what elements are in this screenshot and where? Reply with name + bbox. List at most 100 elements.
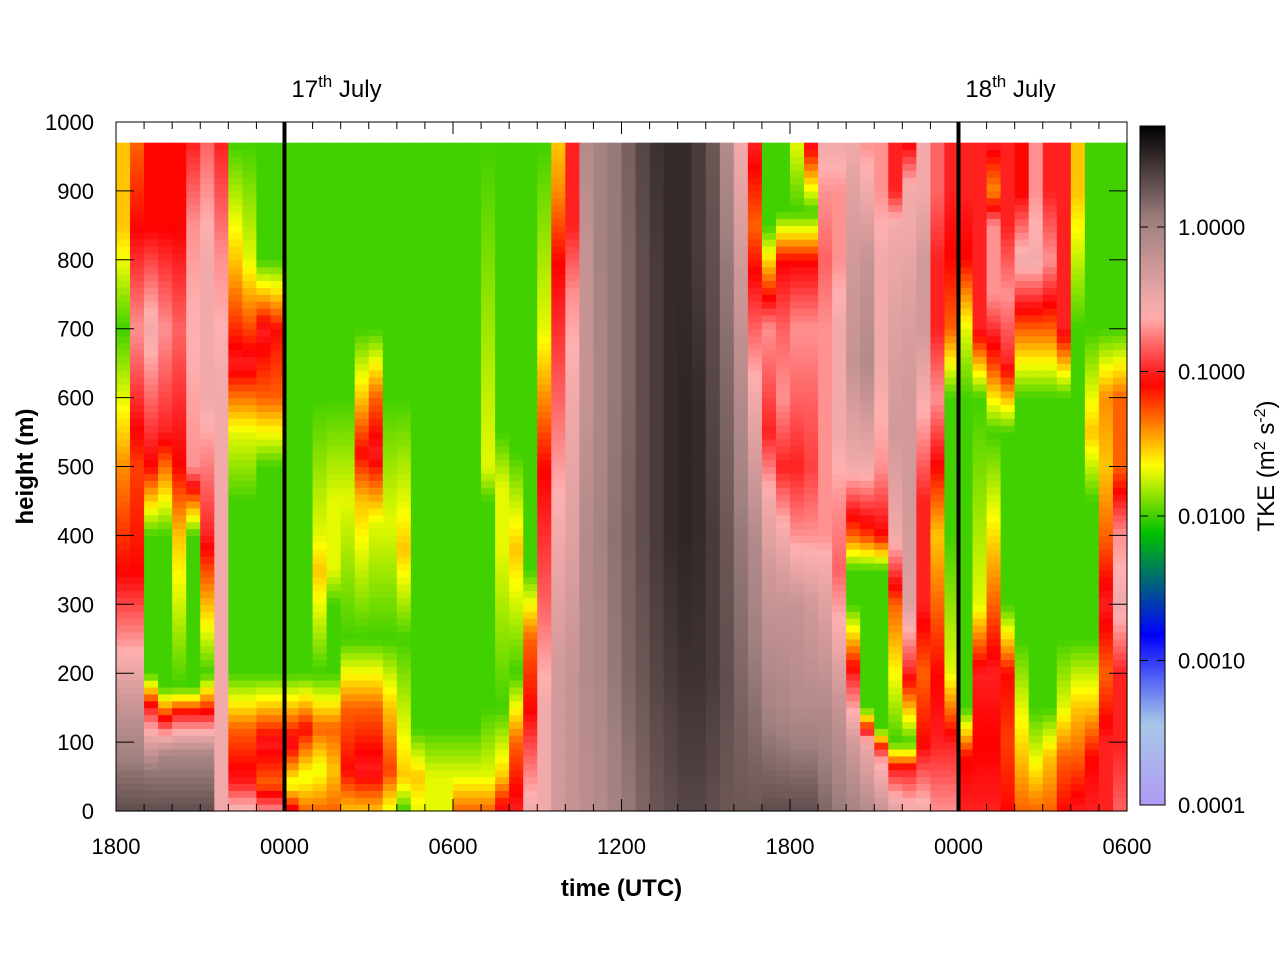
heatmap-cell (340, 618, 356, 626)
heatmap-cell (565, 624, 580, 633)
heatmap-cell (410, 466, 426, 474)
heatmap-cell (677, 473, 693, 481)
heatmap-cell (537, 494, 552, 502)
heatmap-cell (438, 783, 454, 791)
heatmap-cell (228, 666, 243, 674)
heatmap-cell (382, 232, 398, 240)
heatmap-cell (747, 604, 763, 612)
heatmap-cell (186, 583, 201, 592)
heatmap-cell (761, 459, 777, 468)
heatmap-cell (523, 721, 538, 729)
heatmap-cell (298, 507, 314, 516)
heatmap-cell (453, 652, 468, 661)
heatmap-cell (214, 190, 229, 199)
heatmap-cell (551, 473, 566, 481)
heatmap-cell (228, 397, 243, 406)
heatmap-cell (382, 549, 398, 557)
heatmap-cell (621, 597, 637, 605)
heatmap-cell (410, 604, 426, 612)
heatmap-cell (242, 590, 258, 599)
heatmap-cell (593, 556, 609, 564)
heatmap-cell (663, 190, 679, 199)
heatmap-cell (354, 190, 370, 199)
heatmap-cell (818, 707, 833, 716)
heatmap-cell (663, 342, 679, 350)
heatmap-cell (691, 638, 707, 647)
heatmap-cell (537, 273, 552, 282)
heatmap-cell (158, 618, 173, 626)
heatmap-cell (284, 397, 300, 406)
heatmap-cell (635, 748, 651, 757)
heatmap-cell (579, 452, 595, 461)
heatmap-cell (691, 418, 707, 426)
heatmap-cell (790, 624, 805, 633)
heatmap-cell (242, 466, 258, 474)
heatmap-cell (621, 700, 637, 709)
heatmap-cell (621, 239, 637, 247)
heatmap-cell (621, 246, 637, 254)
heatmap-cell (214, 383, 229, 392)
heatmap-cell (340, 556, 356, 564)
heatmap-cell (775, 390, 791, 399)
heatmap-cell (832, 721, 847, 729)
heatmap-cell (565, 321, 580, 330)
heatmap-cell (804, 659, 819, 667)
heatmap-cell (481, 197, 496, 206)
heatmap-cell (158, 680, 173, 688)
heatmap-cell (172, 618, 187, 626)
heatmap-cell (607, 163, 623, 171)
heatmap-cell (270, 218, 286, 226)
heatmap-cell (832, 500, 847, 509)
heatmap-cell (214, 184, 229, 192)
heatmap-cell (158, 246, 173, 254)
heatmap-cell (312, 225, 328, 233)
heatmap-cell (242, 673, 258, 681)
heatmap-cell (242, 390, 258, 399)
heatmap-cell (747, 390, 763, 399)
heatmap-cell (509, 156, 524, 164)
heatmap-cell (649, 287, 665, 295)
heatmap-cell (621, 211, 637, 220)
heatmap-cell (761, 232, 777, 240)
heatmap-cell (509, 459, 524, 468)
heatmap-cell (453, 624, 468, 633)
heatmap-cell (705, 652, 721, 661)
heatmap-cell (790, 521, 805, 530)
heatmap-cell (565, 294, 580, 302)
heatmap-cell (312, 542, 328, 550)
heatmap-cell (790, 728, 805, 736)
heatmap-cell (228, 218, 243, 226)
heatmap-cell (438, 438, 454, 447)
heatmap-cell (804, 266, 819, 275)
heatmap-cell (438, 611, 454, 619)
heatmap-cell (790, 376, 805, 385)
heatmap-cell (747, 514, 763, 523)
heatmap-cell (214, 535, 229, 543)
heatmap-cell (691, 645, 707, 654)
heatmap-cell (733, 604, 749, 612)
heatmap-cell (790, 700, 805, 709)
heatmap-cell (396, 197, 412, 206)
heatmap-cell (818, 590, 833, 599)
heatmap-cell (733, 597, 749, 605)
heatmap-cell (733, 204, 749, 213)
heatmap-cell (579, 294, 595, 302)
heatmap-cell (677, 438, 693, 447)
heatmap-cell (228, 452, 243, 461)
heatmap-cell (130, 528, 145, 536)
heatmap-cell (214, 370, 229, 378)
heatmap-cell (579, 184, 595, 192)
heatmap-cell (635, 246, 651, 254)
heatmap-cell (242, 349, 258, 357)
heatmap-cell (579, 314, 595, 323)
heatmap-cell (818, 142, 833, 151)
heatmap-cell (593, 466, 609, 474)
heatmap-cell (747, 686, 763, 695)
heatmap-cell (410, 590, 426, 599)
heatmap-cell (200, 445, 215, 454)
heatmap-cell (410, 438, 426, 447)
heatmap-cell (579, 232, 595, 240)
heatmap-cell (761, 514, 777, 523)
heatmap-cell (186, 624, 201, 633)
heatmap-cell (298, 783, 314, 791)
